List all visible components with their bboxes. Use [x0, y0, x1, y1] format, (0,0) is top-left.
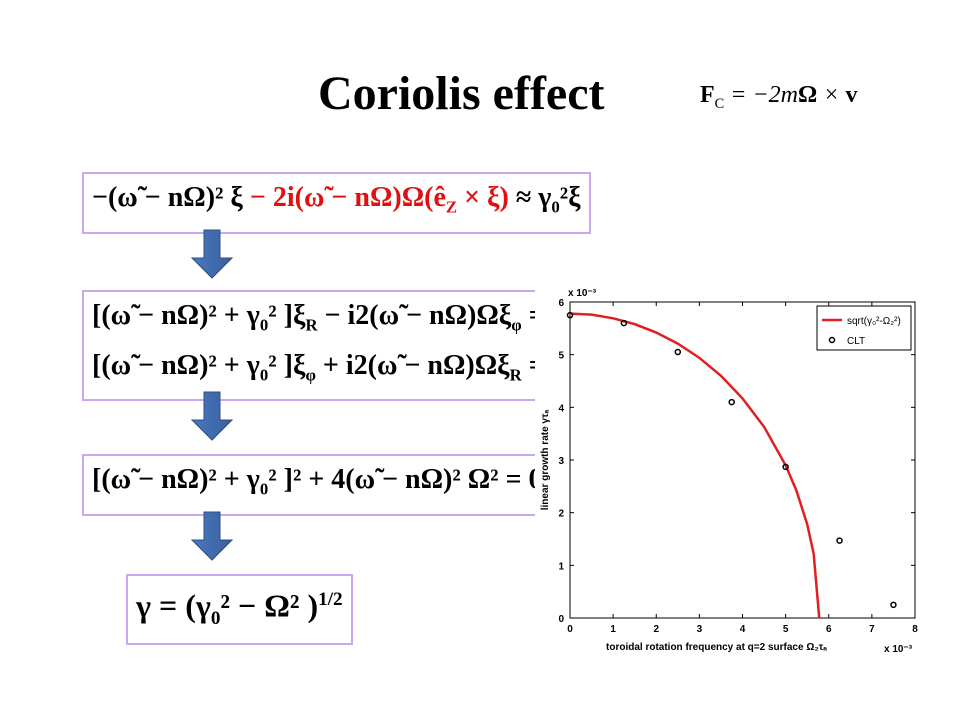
equation-box: −(ω̃ − nΩ)² ξ − 2i(ω̃ − nΩ)Ω(êZ × ξ) ≈ γ… [82, 172, 591, 234]
legend-label: sqrt(γ₀²-Ω₂²) [847, 316, 901, 327]
data-line [569, 312, 821, 619]
equation-line: [(ω̃ − nΩ)² + γ0² ]ξR − i2(ω̃ − nΩ)Ωξφ =… [92, 296, 566, 346]
data-point [836, 537, 843, 544]
equation-part: = 0 [521, 349, 566, 381]
equation-line: −(ω̃ − nΩ)² ξ − 2i(ω̃ − nΩ)Ω(êZ × ξ) ≈ γ… [92, 178, 581, 228]
data-point [620, 319, 628, 327]
equation-part: − 2i(ω̃ − nΩ)Ω(ê [249, 182, 446, 213]
plot-frame [569, 301, 916, 619]
equation-part: −(ω̃ − nΩ)² ξ [92, 182, 250, 213]
equation-part: [(ω̃ − nΩ)² + γ [92, 464, 260, 495]
x-axis-label: toroidal rotation frequency at q=2 surfa… [606, 642, 827, 653]
equation-line: [(ω̃ − nΩ)² + γ0² ]² + 4(ω̃ − nΩ)² Ω² = … [92, 460, 543, 510]
equation-box: [(ω̃ − nΩ)² + γ0² ]² + 4(ω̃ − nΩ)² Ω² = … [82, 454, 553, 516]
x-tick-label: 2 [653, 624, 659, 635]
data-point [674, 348, 682, 356]
equation-part: ² ]ξ [268, 349, 306, 381]
x-tick-label: 1 [610, 624, 616, 635]
equation-part: 1/2 [318, 589, 343, 610]
equation-part: 0 [210, 608, 221, 630]
equation-part: Ω [798, 82, 818, 108]
equation-part: v [845, 82, 858, 108]
data-point [728, 398, 735, 406]
equation-part: [(ω̃ − nΩ)² + γ [92, 300, 260, 331]
equation-part: R [509, 365, 522, 385]
equation-part: ² − Ω² ) [220, 587, 319, 624]
equation-part: = 0 [521, 300, 566, 331]
data-point [890, 601, 897, 609]
formula: FC = −2mΩ × v [700, 82, 857, 113]
equation-line: γ = (γ0² − Ω² )1/2 [136, 580, 343, 639]
equation-box: [(ω̃ − nΩ)² + γ0² ]ξR − i2(ω̃ − nΩ)Ωξφ =… [82, 290, 576, 402]
equation-part: × ξ) [457, 182, 509, 213]
equation-part: [(ω̃ − nΩ)² + γ [92, 349, 260, 381]
equation-part: Z [445, 197, 458, 217]
y-tick-label: 2 [558, 509, 564, 520]
x-tick-label: 7 [869, 624, 875, 635]
equation-part: C [714, 95, 725, 112]
legend-box [816, 305, 912, 351]
equation-part: 0 [259, 365, 269, 385]
x-tick-label: 6 [826, 624, 832, 635]
x-tick-label: 3 [697, 624, 703, 635]
equation-part: 0 [259, 315, 269, 335]
chart-background [535, 285, 925, 675]
equation-line: [(ω̃ − nΩ)² + γ0² ]ξφ + i2(ω̃ − nΩ)ΩξR =… [92, 346, 566, 396]
equation-box: γ = (γ0² − Ω² )1/2 [126, 574, 353, 646]
equation-part: − i2(ω̃ − nΩ)Ωξ [317, 300, 512, 331]
equation-part: F [700, 82, 715, 108]
title: Coriolis effect [318, 67, 605, 120]
equation-part: = −2m [724, 82, 799, 108]
equation-part: φ [305, 365, 316, 385]
x-multiplier: x 10⁻³ [884, 644, 913, 655]
y-tick-label: 4 [558, 403, 564, 414]
y-tick-label: 0 [558, 614, 564, 625]
legend-label: CLT [847, 336, 865, 347]
y-tick-label: 3 [558, 456, 564, 467]
equation-part: 0 [259, 479, 269, 499]
equation-part: φ [511, 315, 522, 335]
x-tick-label: 5 [783, 624, 789, 635]
equation-part: ² ]ξ [268, 300, 306, 331]
equation-part: ²ξ [559, 182, 581, 213]
equation-part: + i2(ω̃ − nΩ)Ωξ [315, 349, 510, 381]
equation-part: γ = (γ [136, 587, 211, 624]
y-tick-label: 1 [558, 561, 564, 572]
equation-part: ² ]² + 4(ω̃ − nΩ)² Ω² = 0 [268, 464, 543, 495]
data-point [782, 463, 789, 471]
x-tick-label: 4 [740, 624, 746, 635]
equation-part: × [817, 82, 846, 108]
equation-part: ≈ γ [508, 182, 552, 213]
equation-part: 0 [551, 197, 560, 217]
equation-part: R [305, 315, 318, 335]
legend-swatch [828, 336, 836, 344]
x-tick-label: 8 [912, 624, 918, 635]
x-tick-label: 0 [567, 624, 573, 635]
legend: sqrt(γ₀²-Ω₂²) CLT [816, 305, 912, 351]
